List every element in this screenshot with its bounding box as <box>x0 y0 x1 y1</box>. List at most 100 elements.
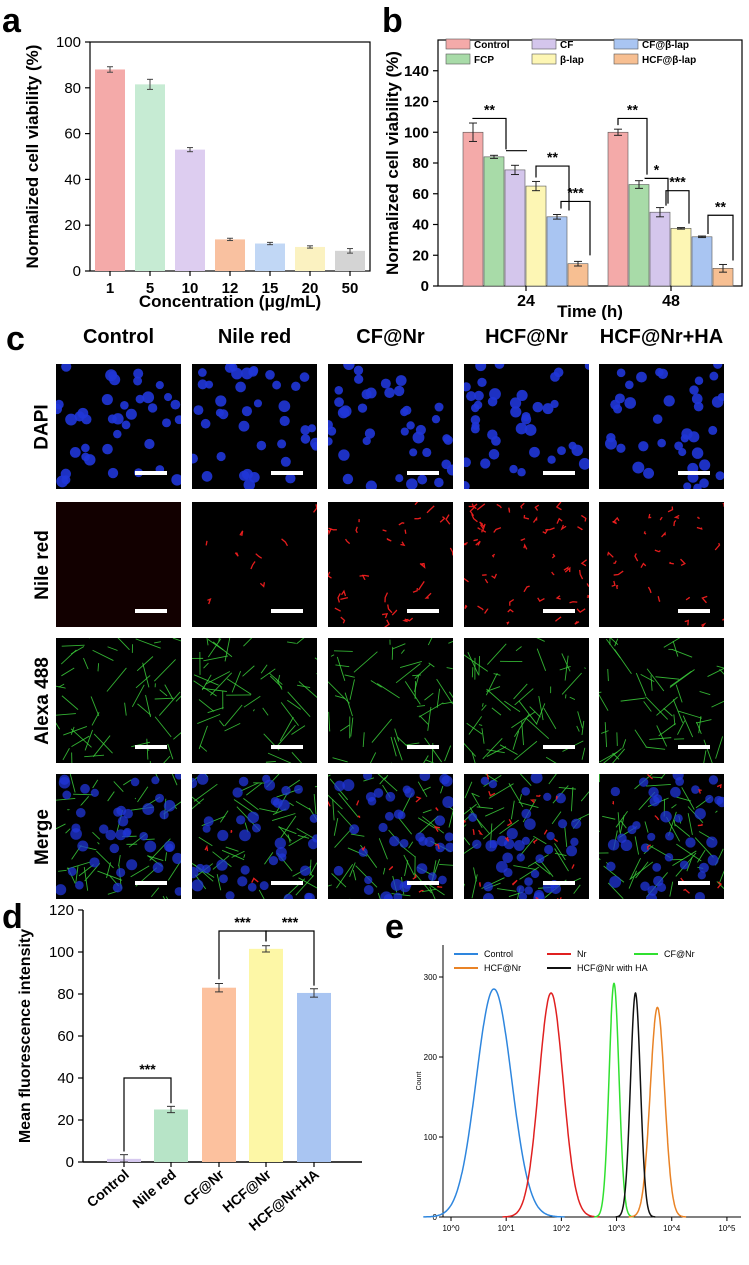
nucleus <box>571 819 581 829</box>
y-tick-label: 0 <box>66 1154 74 1171</box>
nucleus <box>480 458 490 468</box>
nucleus <box>657 883 666 892</box>
micrograph-1-1 <box>192 502 317 627</box>
nucleus <box>632 821 640 829</box>
bar-CF-24 <box>505 170 525 286</box>
bar-5 <box>135 84 165 271</box>
x-tick-label: 1 <box>106 280 114 297</box>
nucleus <box>281 786 290 795</box>
micrograph-0-4 <box>599 364 724 489</box>
nucleus <box>510 406 521 417</box>
lipid-signal <box>437 887 442 888</box>
nucleus <box>133 377 142 386</box>
nucleus <box>557 446 566 455</box>
nucleus <box>343 474 353 484</box>
nucleus <box>239 777 249 787</box>
nucleus <box>489 388 501 400</box>
nucleus <box>692 394 703 405</box>
nucleus <box>217 830 228 841</box>
nucleus <box>363 437 371 445</box>
actin-fiber <box>73 794 93 795</box>
nucleus <box>155 794 164 803</box>
nucleus <box>164 800 176 812</box>
nucleus <box>272 381 281 390</box>
x-tick-label: 10^1 <box>498 1224 516 1233</box>
nucleus <box>340 405 352 417</box>
nucleus <box>391 879 403 891</box>
nucleus <box>416 425 426 435</box>
nucleus <box>70 828 82 840</box>
sig-24-2-label: ** <box>547 149 558 165</box>
nucleus <box>126 409 137 420</box>
nucleus <box>84 454 95 465</box>
nucleus <box>394 386 404 396</box>
scale-bar <box>407 471 439 475</box>
legend-label-Nr: Nr <box>577 949 587 959</box>
nucleus <box>202 864 211 873</box>
nucleus <box>655 368 663 376</box>
nucleus <box>472 840 481 849</box>
nucleus <box>616 444 625 453</box>
legend-label-HCF@β-lap: HCF@β-lap <box>642 55 696 66</box>
lipid-signal <box>206 541 207 545</box>
nucleus <box>617 833 627 843</box>
nucleus <box>489 449 500 460</box>
nucleus <box>232 787 242 797</box>
micrograph-3-3 <box>464 774 589 899</box>
nucleus <box>120 401 129 410</box>
legend-label-Control: Control <box>474 40 510 51</box>
scale-bar <box>271 881 303 885</box>
nucleus <box>219 874 228 883</box>
nucleus <box>640 882 649 891</box>
nucleus <box>194 405 204 415</box>
nucleus <box>714 796 723 805</box>
nucleus <box>354 366 363 375</box>
nucleus <box>148 403 157 412</box>
nucleus <box>611 787 620 796</box>
nucleus <box>632 462 644 474</box>
y-axis-label: Normalized cell viability (%) <box>383 51 402 275</box>
nucleus <box>643 468 654 479</box>
nucleus <box>652 863 661 872</box>
nucleus <box>153 862 164 873</box>
nucleus <box>384 387 395 398</box>
y-tick-label: 140 <box>404 63 429 80</box>
nucleus <box>116 868 125 877</box>
legend-label-CF@Nr: CF@Nr <box>664 949 695 959</box>
nucleus <box>151 776 159 784</box>
bar-50 <box>335 251 365 271</box>
nucleus <box>381 379 391 389</box>
nucleus <box>241 367 253 379</box>
nucleus <box>80 784 90 794</box>
nucleus <box>681 434 689 442</box>
sig-2-label: *** <box>234 914 251 930</box>
nucleus <box>665 832 674 841</box>
nucleus <box>435 403 444 412</box>
y-axis-label: Count <box>416 1072 423 1091</box>
nucleus <box>521 809 531 819</box>
row-header-label: Nile red <box>32 530 54 600</box>
row-header-label: Alexa 488 <box>32 657 54 745</box>
legend-swatch-β-lap <box>532 54 556 64</box>
nucleus <box>409 448 417 456</box>
column-header-3: HCF@Nr <box>459 326 594 349</box>
cell-gap <box>64 669 108 697</box>
nucleus <box>490 840 498 848</box>
x-tick-label: 10^0 <box>442 1224 460 1233</box>
nucleus <box>334 866 344 876</box>
nucleus <box>570 838 578 846</box>
scale-bar <box>135 745 167 749</box>
nucleus <box>338 449 349 460</box>
nucleus <box>254 399 262 407</box>
micrograph-1-2 <box>328 502 453 627</box>
nucleus <box>544 845 553 854</box>
nucleus <box>394 809 403 818</box>
actin-fiber <box>608 669 609 681</box>
micrograph-3-1 <box>192 774 317 899</box>
nucleus <box>395 474 403 482</box>
x-tick-label: 10^2 <box>553 1224 571 1233</box>
row-header-2: Alexa 488 <box>28 638 58 763</box>
nucleus <box>118 816 129 827</box>
nucleus <box>569 442 577 450</box>
